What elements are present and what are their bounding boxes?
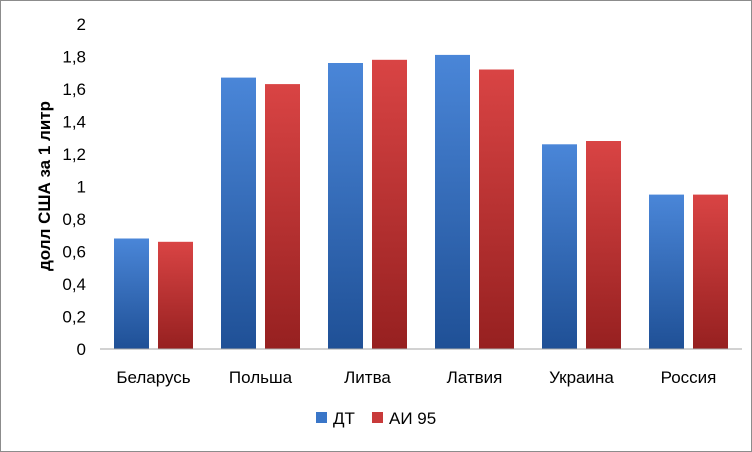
y-axis-ticks: 0 0,2 0,4 0,6 0,8 1 1,2 1,4 1,6 1,8 2: [62, 15, 86, 359]
bar-dt: [435, 54, 470, 350]
x-axis-categories: Беларусь Польша Литва Латвия Украина Россия: [116, 368, 716, 387]
x-category-label: Польша: [229, 368, 293, 387]
bar-dt: [114, 238, 149, 349]
y-tick-label: 1: [77, 178, 86, 197]
legend: ДТ АИ 95: [316, 409, 436, 428]
x-category-label: Беларусь: [116, 368, 190, 387]
y-tick-label: 0,2: [62, 308, 86, 327]
bar-ai95: [372, 59, 407, 350]
bar-ai95: [693, 194, 728, 349]
y-tick-label: 1,6: [62, 80, 86, 99]
bar-dt: [328, 63, 363, 349]
y-axis-label: долл США за 1 литр: [35, 101, 54, 271]
bar-ai95: [586, 141, 621, 349]
x-category-label: Литва: [344, 368, 391, 387]
bar-ai95: [479, 69, 514, 349]
y-tick-label: 1,4: [62, 113, 86, 132]
y-tick-label: 2: [77, 15, 86, 34]
bars: [114, 54, 728, 350]
legend-label-dt: ДТ: [333, 409, 355, 428]
legend-label-ai95: АИ 95: [389, 409, 436, 428]
y-tick-label: 1,8: [62, 48, 86, 67]
bar-dt: [542, 144, 577, 350]
x-category-label: Латвия: [447, 368, 503, 387]
y-tick-label: 0,8: [62, 210, 86, 229]
legend-swatch-dt: [316, 412, 327, 423]
x-category-label: Россия: [661, 368, 717, 387]
y-tick-label: 0: [77, 340, 86, 359]
x-category-label: Украина: [549, 368, 614, 387]
bar-dt: [221, 77, 256, 349]
bar-ai95: [265, 84, 300, 349]
legend-swatch-ai95: [372, 412, 383, 423]
y-tick-label: 1,2: [62, 145, 86, 164]
bar-ai95: [158, 241, 193, 350]
y-tick-label: 0,6: [62, 243, 86, 262]
bar-dt: [649, 194, 684, 349]
y-tick-label: 0,4: [62, 275, 86, 294]
